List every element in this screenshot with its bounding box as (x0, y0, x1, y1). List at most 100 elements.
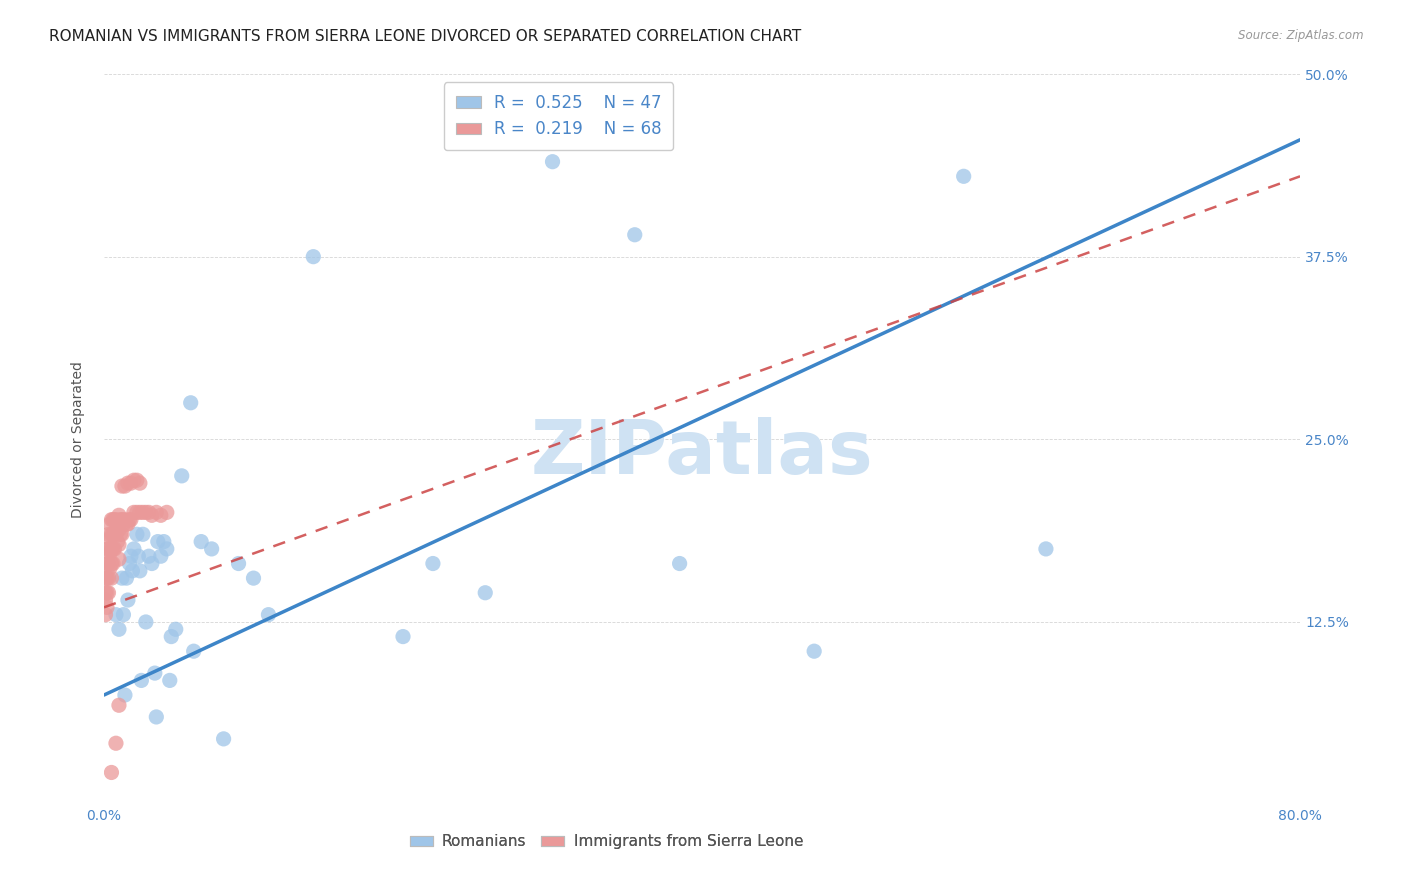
Point (96, 541, 118, 556)
Point (101, 557, 124, 571)
Point (101, 513, 124, 527)
Point (101, 527, 124, 541)
Point (103, 527, 125, 541)
Point (104, 736, 127, 750)
Point (145, 505, 167, 519)
Point (132, 527, 155, 541)
Point (117, 593, 139, 607)
Point (138, 505, 160, 519)
Point (131, 673, 153, 688)
Point (201, 541, 224, 556)
Point (103, 513, 125, 527)
Point (98, 517, 121, 532)
Point (96, 557, 118, 571)
Point (156, 541, 179, 556)
Point (104, 513, 127, 527)
Point (100, 541, 122, 556)
Point (125, 505, 148, 519)
Point (135, 615, 157, 629)
Point (120, 549, 142, 564)
Point (115, 571, 138, 585)
Point (541, 154, 564, 169)
Point (952, 169, 974, 184)
Point (94, 607, 117, 622)
Point (141, 508, 163, 523)
Point (100, 571, 122, 585)
Point (170, 468, 193, 483)
Point (94, 571, 117, 585)
Point (108, 622, 131, 636)
Point (128, 476, 150, 491)
Point (149, 508, 172, 523)
Point (120, 513, 142, 527)
Point (228, 557, 250, 571)
Point (122, 473, 145, 487)
Point (98, 546, 121, 560)
Point (127, 549, 149, 564)
Point (108, 508, 131, 523)
Point (180, 396, 202, 410)
Point (183, 644, 205, 658)
Point (121, 564, 143, 578)
Point (111, 513, 134, 527)
Point (474, 586, 496, 600)
Point (257, 607, 280, 622)
Point (212, 731, 235, 746)
Point (623, 227, 645, 242)
Text: ROMANIAN VS IMMIGRANTS FROM SIERRA LEONE DIVORCED OR SEPARATED CORRELATION CHART: ROMANIAN VS IMMIGRANTS FROM SIERRA LEONE… (49, 29, 801, 44)
Point (112, 517, 135, 532)
Point (392, 630, 415, 644)
Point (165, 622, 187, 636)
Point (146, 534, 169, 549)
Y-axis label: Divorced or Separated: Divorced or Separated (72, 361, 86, 517)
Point (110, 513, 132, 527)
Point (110, 527, 132, 541)
Point (128, 564, 150, 578)
Point (190, 534, 212, 549)
Point (100, 527, 122, 541)
Point (149, 549, 172, 564)
Point (242, 571, 264, 585)
Point (122, 541, 145, 556)
Point (118, 513, 141, 527)
Point (111, 527, 134, 541)
Point (160, 630, 183, 644)
Point (98, 561, 121, 575)
Point (111, 571, 134, 585)
Point (117, 476, 139, 491)
Point (125, 473, 148, 487)
Point (96, 600, 118, 615)
Point (114, 479, 136, 493)
Point (1035, 541, 1057, 556)
Point (107, 534, 129, 549)
Point (152, 534, 174, 549)
Point (117, 517, 139, 532)
Point (302, 250, 325, 264)
Point (104, 607, 127, 622)
Point (96, 571, 118, 585)
Point (100, 557, 122, 571)
Point (143, 666, 166, 681)
Point (803, 644, 825, 658)
Point (422, 557, 444, 571)
Point (97, 586, 120, 600)
Point (128, 505, 150, 519)
Point (112, 607, 135, 622)
Point (100, 513, 122, 527)
Point (97, 527, 120, 541)
Point (94, 593, 117, 607)
Point (111, 479, 134, 493)
Point (108, 537, 131, 551)
Point (141, 557, 163, 571)
Point (135, 505, 157, 519)
Text: Source: ZipAtlas.com: Source: ZipAtlas.com (1239, 29, 1364, 42)
Point (100, 765, 122, 780)
Point (97, 571, 120, 585)
Legend: Romanians, Immigrants from Sierra Leone: Romanians, Immigrants from Sierra Leone (404, 828, 810, 855)
Point (138, 549, 160, 564)
Point (97, 541, 120, 556)
Point (132, 505, 155, 519)
Point (114, 513, 136, 527)
Point (103, 541, 125, 556)
Point (120, 476, 142, 491)
